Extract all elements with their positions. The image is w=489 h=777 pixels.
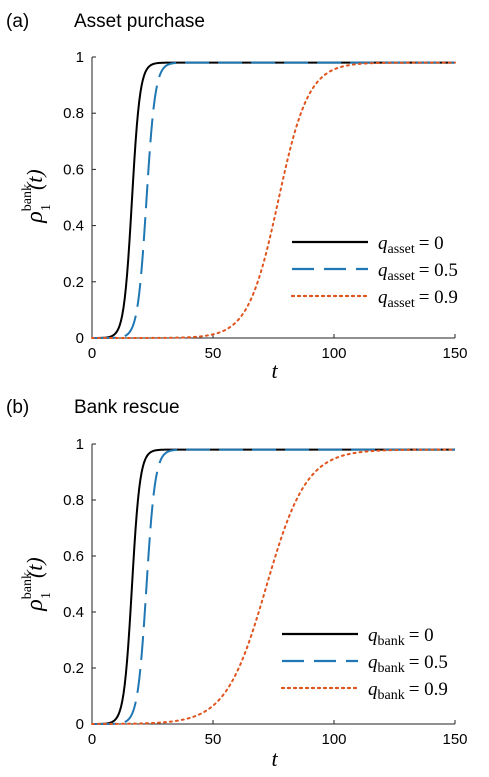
y-tick-label: 0 bbox=[76, 716, 84, 733]
y-label-arg: (t) bbox=[22, 557, 47, 578]
legend-val: = 0 bbox=[419, 233, 444, 254]
y-tick-label: 0.4 bbox=[63, 604, 84, 621]
series-line-dotted bbox=[91, 448, 456, 725]
y-tick-label: 0.2 bbox=[63, 660, 84, 677]
y-tick-label: 0.8 bbox=[63, 105, 84, 122]
y-label-rho: ρ bbox=[22, 599, 48, 612]
legend-var: q bbox=[378, 233, 388, 254]
legend-entry: qbank = 0 bbox=[368, 625, 434, 649]
panel-a-title: Asset purchase bbox=[74, 11, 205, 32]
legend-entry: qbank = 0.9 bbox=[368, 679, 448, 703]
y-tick-label: 0.2 bbox=[63, 274, 84, 291]
y-label-sup: bank bbox=[20, 184, 35, 211]
y-tick-label: 0.4 bbox=[63, 218, 84, 235]
y-label-sub: 1 bbox=[39, 592, 54, 599]
y-axis-label: ρbank 1 (t) bbox=[20, 557, 54, 612]
x-tick-label: 100 bbox=[321, 731, 346, 748]
y-tick-label: 0.8 bbox=[63, 492, 84, 509]
legend-var: q bbox=[368, 652, 378, 673]
legend-sub: bank bbox=[378, 634, 405, 649]
y-label-rho: ρ bbox=[22, 211, 48, 224]
legend-sub: bank bbox=[378, 688, 405, 703]
x-tick-label: 0 bbox=[88, 731, 96, 748]
legend-val: = 0.9 bbox=[419, 287, 458, 308]
y-tick-label: 1 bbox=[76, 436, 84, 453]
legend-var: q bbox=[368, 625, 378, 646]
legend-var: q bbox=[378, 260, 388, 281]
x-tick-label: 50 bbox=[205, 731, 222, 748]
series-line-dotted bbox=[91, 61, 456, 339]
y-label-arg: (t) bbox=[22, 169, 47, 190]
panel-b-title: Bank rescue bbox=[74, 397, 180, 418]
y-tick-label: 0.6 bbox=[63, 161, 84, 178]
panel-a-label: (a) bbox=[6, 11, 30, 32]
y-axis-label-text: ρbank 1 (t) bbox=[20, 169, 54, 224]
legend-val: = 0 bbox=[409, 625, 434, 646]
legend-sub: asset bbox=[388, 296, 415, 311]
y-tick-label: 1 bbox=[76, 49, 84, 66]
x-tick-label: 150 bbox=[442, 731, 467, 748]
legend-entry: qasset = 0.5 bbox=[378, 260, 458, 284]
x-axis-label: t bbox=[271, 358, 278, 383]
x-tick-label: 100 bbox=[321, 345, 346, 362]
y-label-sub: 1 bbox=[39, 204, 54, 211]
x-tick-label: 50 bbox=[205, 345, 222, 362]
y-axis-label-text: ρbank 1 (t) bbox=[20, 557, 54, 612]
legend-val: = 0.5 bbox=[419, 260, 458, 281]
legend-sub: asset bbox=[388, 242, 415, 257]
legend-var: q bbox=[368, 679, 378, 700]
legend-val: = 0.5 bbox=[409, 652, 448, 673]
series-line-dashed bbox=[92, 448, 455, 725]
legend-var: q bbox=[378, 287, 388, 308]
legend-val: = 0.9 bbox=[409, 679, 448, 700]
legend-entry: qbank = 0.5 bbox=[368, 652, 448, 676]
y-axis-label: ρbank 1 (t) bbox=[20, 169, 54, 224]
y-tick-label: 0.6 bbox=[63, 548, 84, 565]
legend-entry: qasset = 0.9 bbox=[378, 287, 458, 311]
legend-sub: asset bbox=[388, 269, 415, 284]
y-label-sup: bank bbox=[20, 572, 35, 599]
x-tick-label: 150 bbox=[442, 345, 467, 362]
panel-b-label: (b) bbox=[6, 397, 30, 418]
legend-sub: bank bbox=[378, 661, 405, 676]
x-axis-label: t bbox=[271, 746, 278, 771]
legend-entry: qasset = 0 bbox=[378, 233, 444, 257]
x-tick-label: 0 bbox=[88, 345, 96, 362]
y-tick-label: 0 bbox=[76, 330, 84, 347]
